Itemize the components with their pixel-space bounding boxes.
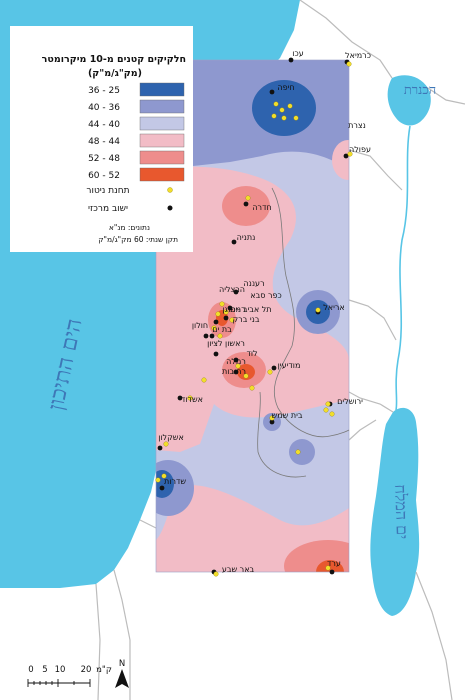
legend-swatch-6 — [139, 167, 185, 182]
legend-range-1: 36 - 25 — [88, 86, 120, 96]
city-label-arad: ערד — [327, 559, 341, 568]
city-label-afula: עפולה — [349, 145, 371, 154]
scale-line — [27, 679, 91, 687]
kinneret-lake — [387, 75, 431, 126]
legend-settlement-label: ישוב מרכזי — [88, 204, 128, 214]
legend-range-6: 60 - 52 — [88, 171, 120, 181]
scale-unit: ק"מ — [96, 665, 112, 675]
legend-unit: (מק"ג/מ"ק) — [88, 68, 142, 79]
inner-border — [257, 187, 350, 478]
city-labels: עכו כרמיאל חיפה נצרת עפולה חדרה נתניה רע… — [158, 49, 371, 574]
scale-bar: 0 5 10 20 ק"מ — [27, 665, 112, 687]
city-label-sderot: שדרות — [164, 477, 186, 486]
city-label-tel-aviv: תל אביב -יפו — [228, 305, 271, 314]
legend-station-label: תחנת ניטור — [86, 186, 129, 196]
legend-title: חלקיקים קטנים מ-10 מיקרומטר — [42, 54, 186, 65]
settlement-dots — [157, 57, 350, 575]
jordan-river — [395, 125, 411, 411]
city-label-holon: חולון — [192, 321, 208, 330]
legend: חלקיקים קטנים מ-10 מיקרומטר (מק"ג/מ"ק) 3… — [10, 26, 193, 252]
city-label-akko: עכו — [292, 49, 303, 58]
scale-tick-0: 0 — [28, 665, 33, 675]
city-label-beit-shemesh: בית שמש — [272, 411, 303, 420]
city-label-bnei-brak: בני ברק — [233, 315, 260, 324]
city-label-beer-sheva: באר שבע — [222, 565, 255, 574]
scale-tick-5: 5 — [42, 665, 47, 675]
dead-sea-label: ים המלח — [391, 484, 412, 540]
scale-tick-20: 20 — [81, 665, 92, 675]
legend-range-2: 40 - 36 — [88, 103, 120, 113]
city-label-raanana: רעננה — [243, 279, 264, 288]
dead-sea — [370, 407, 420, 616]
legend-swatch-4 — [139, 133, 185, 148]
city-label-nazareth: נצרת — [348, 121, 366, 130]
legend-source: נתונים: מנ"א — [109, 223, 150, 232]
border-line — [95, 0, 465, 700]
legend-swatch-5 — [139, 150, 185, 165]
legend-range-4: 48 - 44 — [88, 137, 120, 147]
legend-range-3: 44 - 40 — [88, 120, 120, 130]
city-label-bat-yam: בת ים — [212, 325, 232, 334]
north-arrow-icon — [115, 669, 129, 688]
north-letter: N — [119, 659, 125, 669]
city-label-ashdod: אשדוד — [181, 395, 203, 404]
city-label-hadera: חדרה — [252, 203, 271, 212]
city-label-ramla: רמלה — [226, 357, 246, 366]
city-label-kfar-saba: כפר סבא — [250, 291, 281, 300]
legend-station-symbol — [167, 187, 173, 193]
kinneret-label: הכנרת — [404, 83, 436, 98]
city-label-jerusalem: ירושלים — [337, 397, 363, 406]
city-label-rehovot: רחובות — [222, 367, 246, 376]
legend-swatch-3 — [139, 116, 185, 131]
city-label-herzliya: הרצליה — [219, 285, 245, 294]
city-label-modiin: מודיעין — [278, 361, 301, 370]
city-label-lod: לוד — [246, 349, 257, 358]
city-label-rishon: ראשון לציון — [207, 339, 245, 348]
legend-range-5: 52 - 48 — [88, 154, 120, 164]
north-arrow: N — [115, 659, 129, 688]
legend-standard: תקן שנתי: 60 מק"ג/מ"ק — [98, 235, 178, 244]
legend-settlement-symbol — [167, 205, 173, 211]
city-label-netanya: נתניה — [237, 233, 256, 242]
monitoring-stations — [155, 61, 353, 577]
legend-swatch-2 — [139, 99, 185, 114]
city-label-ramat-gan: רמת גן — [222, 305, 245, 314]
scale-tick-10: 10 — [55, 665, 66, 675]
city-label-karmiel: כרמיאל — [345, 51, 371, 60]
pm10-zone-outline — [155, 59, 350, 573]
city-label-haifa: חיפה — [277, 83, 294, 92]
legend-swatch-1 — [139, 82, 185, 97]
city-label-ashkelon: אשקלון — [158, 433, 184, 442]
city-label-ariel: אריאל — [323, 303, 345, 312]
